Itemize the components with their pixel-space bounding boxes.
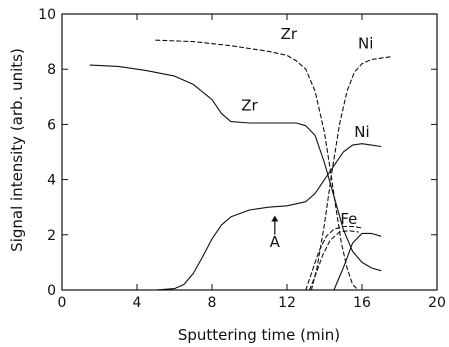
plot-frame [61, 13, 438, 291]
curve-label-fe: Fe [340, 210, 357, 228]
curve-label-a: A [270, 233, 281, 251]
x-tick-label: 16 [353, 295, 371, 311]
x-tick-label: 0 [58, 295, 67, 311]
y-tick-label: 6 [47, 117, 56, 133]
y-tick-label: 4 [47, 173, 56, 189]
y-tick-label: 2 [47, 228, 56, 244]
unlabeled-dashed-line-6 [308, 230, 359, 291]
axis-ticks: 0 4 8 12 16 20 0 2 4 6 8 10 [38, 7, 446, 311]
fe-solid-line-2 [333, 232, 382, 291]
curve-label-zr: Zr [241, 97, 258, 115]
annotation-layer: Zr Ni Fe Zr Ni A [241, 25, 373, 251]
ni-solid-line-1 [155, 143, 382, 291]
curve-label-ni: Ni [354, 123, 369, 141]
plot-border [61, 13, 438, 291]
x-tick-label: 8 [208, 295, 217, 311]
curve-label-ni: Ni [358, 35, 373, 53]
y-axis-title: Signal intensity (arb. units) [8, 48, 26, 252]
curve-label-zr: Zr [281, 25, 298, 43]
x-tick-label: 4 [133, 295, 142, 311]
series-layer [89, 39, 391, 291]
y-tick-label: 0 [47, 283, 56, 299]
x-axis-title: Sputtering time (min) [178, 326, 340, 344]
y-tick-label: 10 [38, 7, 56, 23]
unlabeled-dashed-line-5 [305, 225, 363, 291]
ni-dashed-line-4 [310, 56, 391, 291]
x-tick-label: 20 [428, 295, 446, 311]
arrow-head [271, 215, 279, 222]
x-tick-label: 12 [278, 295, 296, 311]
y-tick-label: 8 [47, 62, 56, 78]
zr-dashed-line-3 [155, 39, 359, 291]
